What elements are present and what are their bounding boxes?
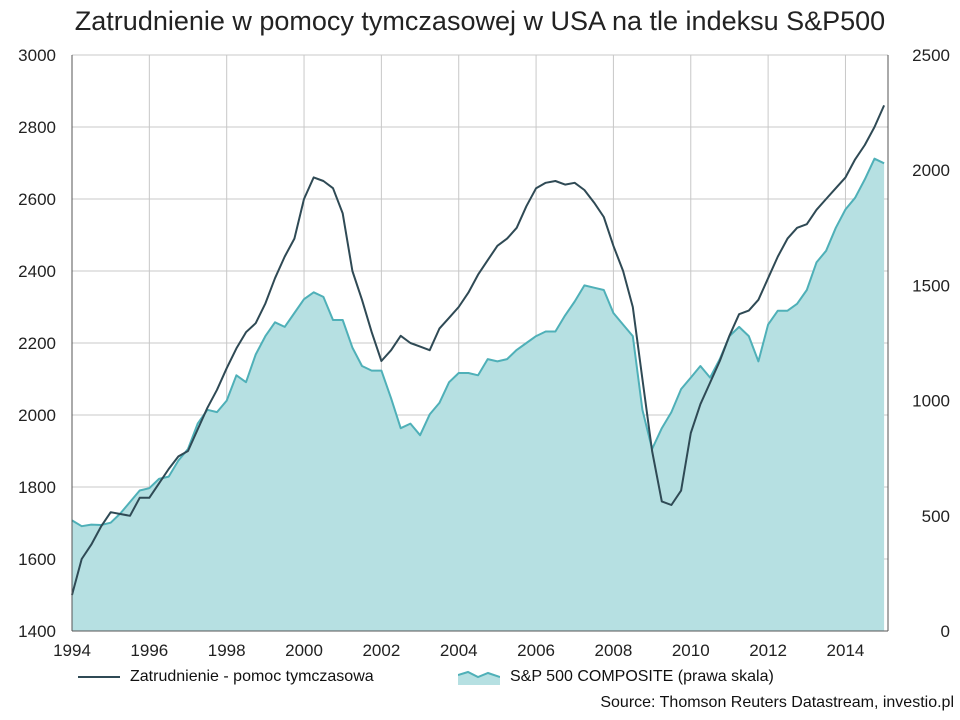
legend-item-sp500: S&P 500 COMPOSITE (prawa skala) [458,668,774,686]
left-tick-label-5: 2400 [18,262,56,281]
right-tick-label-2: 1000 [912,392,950,411]
left-axis-ticks: 1400 1600 1800 2000 2200 2400 2600 2800 3000 [18,46,56,641]
right-tick-label-4: 2000 [912,161,950,180]
x-tick-label-8: 2010 [672,641,710,660]
sp500-area-fill [72,158,885,631]
legend-line-swatch [78,676,120,678]
x-tick-label-0: 1994 [53,641,91,660]
axes [71,55,889,632]
x-tick-label-4: 2002 [362,641,400,660]
left-tick-label-2: 1800 [18,478,56,497]
right-axis-ticks: 0 500 1000 1500 2000 2500 [912,46,950,641]
legend-item-temp-help: Zatrudnienie - pomoc tymczasowa [78,668,374,686]
x-tick-label-10: 2014 [827,641,865,660]
chart-title: Zatrudnienie w pomocy tymczasowej w USA … [74,6,886,36]
series-sp500 [71,157,885,631]
right-tick-label-3: 1500 [912,276,950,295]
left-tick-label-0: 1400 [18,622,56,641]
x-tick-label-7: 2008 [595,641,633,660]
left-tick-label-7: 2800 [18,118,56,137]
x-tick-label-5: 2004 [440,641,478,660]
legend-area-swatch [458,670,500,685]
x-tick-label-1: 1996 [130,641,168,660]
left-tick-label-4: 2200 [18,334,56,353]
source-note: Source: Thomson Reuters Datastream, inve… [600,694,954,711]
left-tick-label-8: 3000 [18,46,56,65]
temp-help-line [71,104,886,596]
series-temp-help [71,104,886,596]
x-tick-label-3: 2000 [285,641,323,660]
x-tick-label-9: 2012 [749,641,787,660]
legend-label-sp500: S&P 500 COMPOSITE (prawa skala) [510,668,774,685]
x-tick-label-6: 2006 [517,641,555,660]
right-tick-label-1: 500 [922,507,950,526]
left-tick-label-3: 2000 [18,406,56,425]
x-tick-label-2: 1998 [208,641,246,660]
legend-label-temp-help: Zatrudnienie - pomoc tymczasowa [130,668,374,685]
x-axis-ticks: 1994 1996 1998 2000 2002 2004 2006 2008 2010 2012… [53,641,864,660]
left-tick-label-1: 1600 [18,550,56,569]
right-tick-label-5: 2500 [912,46,950,65]
left-tick-label-6: 2600 [18,190,56,209]
right-tick-label-0: 0 [941,622,950,641]
